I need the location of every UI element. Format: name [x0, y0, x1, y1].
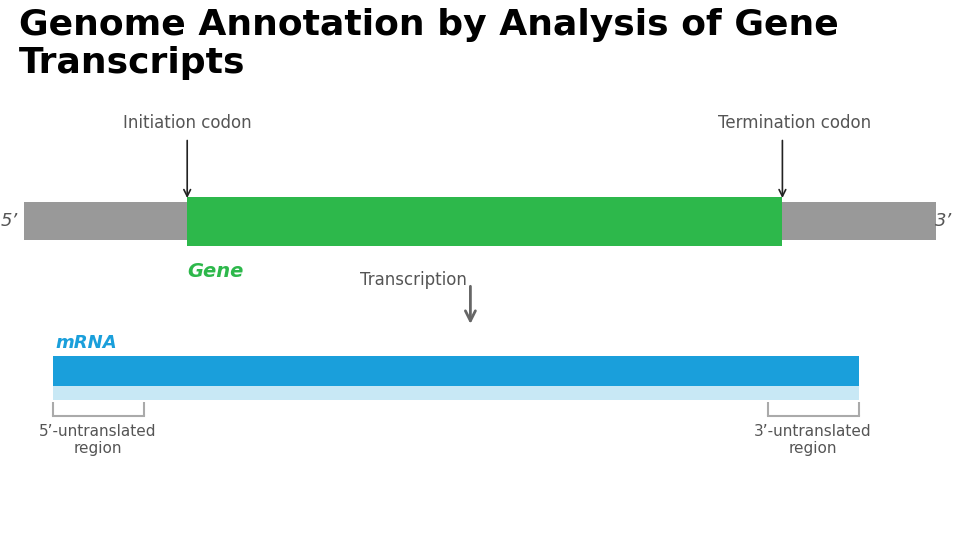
- Text: 3’: 3’: [935, 212, 952, 231]
- Text: 3’-untranslated
region: 3’-untranslated region: [755, 424, 872, 456]
- Text: Genome Annotation by Analysis of Gene
Transcripts: Genome Annotation by Analysis of Gene Tr…: [19, 8, 839, 80]
- Bar: [53, 383, 859, 400]
- Text: Transcription: Transcription: [360, 271, 467, 289]
- Bar: [782, 202, 936, 240]
- Text: 5’-untranslated
region: 5’-untranslated region: [39, 424, 156, 456]
- Text: 5’: 5’: [1, 212, 18, 231]
- Text: Termination codon: Termination codon: [718, 114, 872, 132]
- Bar: [187, 197, 782, 246]
- Text: mRNA: mRNA: [56, 334, 117, 352]
- Bar: [24, 202, 187, 240]
- Bar: [53, 356, 859, 386]
- Text: Initiation codon: Initiation codon: [123, 114, 252, 132]
- Text: Gene: Gene: [187, 262, 244, 281]
